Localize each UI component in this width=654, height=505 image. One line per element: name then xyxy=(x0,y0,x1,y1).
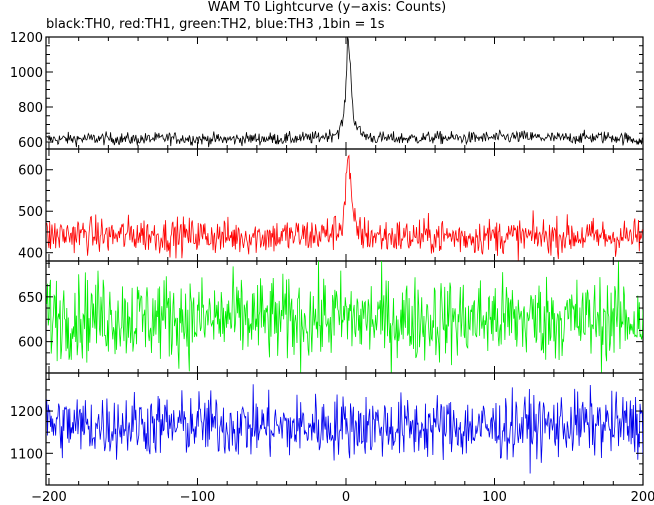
y-tick-label: 600 xyxy=(18,136,43,151)
y-tick-label: 1200 xyxy=(10,405,43,420)
panel-frame-th3 xyxy=(45,372,644,486)
x-tick-label: 100 xyxy=(482,490,507,505)
chart-title: WAM T0 Lightcurve (y−axis: Counts) xyxy=(207,0,447,15)
panel-frame-th0 xyxy=(45,36,644,150)
series-line-th1 xyxy=(46,154,643,261)
x-tick-label: 0 xyxy=(342,490,350,505)
y-tick-label: 1000 xyxy=(10,66,43,81)
y-tick-label: 1200 xyxy=(10,31,43,46)
y-tick-label: 600 xyxy=(18,336,43,351)
y-tick-label: 400 xyxy=(18,247,43,262)
y-tick-label: 800 xyxy=(18,101,43,116)
x-tick-label: −100 xyxy=(180,490,216,505)
series-line-th2 xyxy=(46,261,643,373)
y-tick-label: 500 xyxy=(18,205,43,220)
chart-subtitle: black:TH0, red:TH1, green:TH2, blue:TH3 … xyxy=(46,17,385,32)
x-tick-label: −200 xyxy=(31,490,67,505)
series-line-th0 xyxy=(46,37,643,148)
y-tick-label: 1100 xyxy=(10,447,43,462)
y-tick-label: 650 xyxy=(18,291,43,306)
y-tick-label: 600 xyxy=(18,164,43,179)
series-line-th3 xyxy=(46,384,643,474)
x-tick-label: 200 xyxy=(631,490,654,505)
